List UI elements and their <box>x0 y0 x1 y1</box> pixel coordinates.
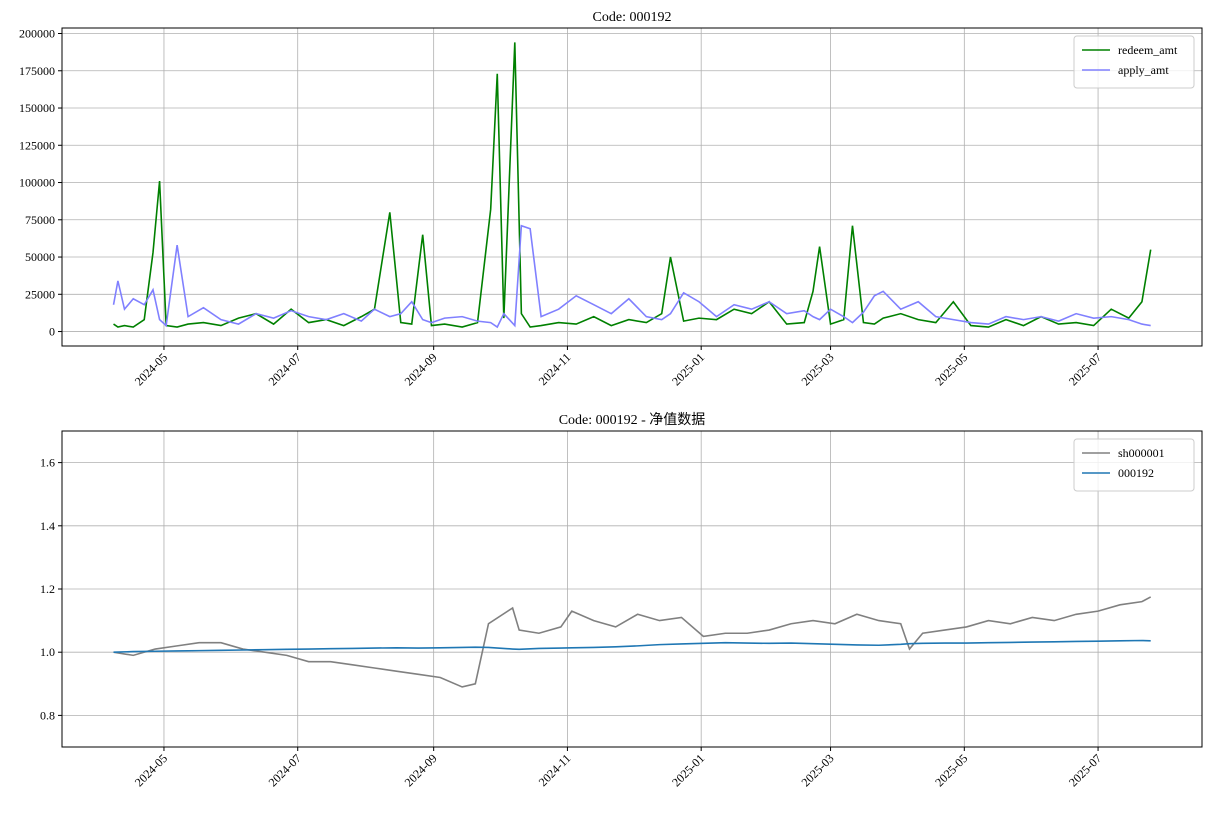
series-line <box>113 596 1152 688</box>
legend-box <box>1073 35 1195 89</box>
x-tick-label: 2024-05 <box>132 350 170 388</box>
x-tick-label: 2024-07 <box>266 751 304 789</box>
y-tick-label: 1.4 <box>40 519 55 533</box>
y-tick-label: 0.8 <box>40 708 55 722</box>
legend-label: redeem_amt <box>1118 43 1178 57</box>
x-tick-label: 2025-07 <box>1066 751 1104 789</box>
x-tick-label: 2025-03 <box>798 751 836 789</box>
y-tick-label: 1.6 <box>40 456 55 470</box>
y-tick-label: 150000 <box>19 101 55 115</box>
plot-area: 2024-05 2024-07 2024-09 2024-11 2025-01 2025-… <box>19 10 1203 388</box>
plot-area: 2024-05 2024-07 2024-09 2024-11 2025-01 2025-… <box>40 412 1203 789</box>
x-tick-label: 2025-03 <box>798 350 836 388</box>
y-tick-label: 200000 <box>19 27 55 41</box>
y-tick-label: 25000 <box>25 287 55 301</box>
chart-title: Code: 000192 <box>593 10 672 25</box>
x-tick-label: 2025-05 <box>932 751 970 789</box>
x-tick-label: 2024-11 <box>536 350 574 388</box>
axes-frame <box>61 27 1203 347</box>
legend-label: apply_amt <box>1118 63 1169 77</box>
legend-box <box>1073 438 1195 492</box>
series-line <box>113 42 1152 328</box>
x-tick-label: 2024-07 <box>266 350 304 388</box>
x-tick-label: 2024-09 <box>402 350 440 388</box>
legend: redeem_amt apply_amt <box>1073 35 1195 89</box>
y-tick-label: 100000 <box>19 176 55 190</box>
y-tick-label: 50000 <box>25 250 55 264</box>
legend: sh000001 000192 <box>1073 438 1195 492</box>
x-tick-label: 2025-01 <box>669 350 707 388</box>
series-line <box>113 639 1151 653</box>
x-tick-label: 2025-01 <box>669 751 707 789</box>
x-tick-label: 2025-05 <box>932 350 970 388</box>
chart-title: Code: 000192 - 净值数据 <box>559 412 706 428</box>
y-tick-label: 0 <box>49 325 55 339</box>
y-tick-label: 1.0 <box>40 645 55 659</box>
x-tick-label: 2024-11 <box>536 751 574 789</box>
series-line <box>112 224 1151 329</box>
y-tick-label: 75000 <box>25 213 55 227</box>
legend-label: 000192 <box>1118 466 1154 480</box>
y-tick-label: 125000 <box>19 138 55 152</box>
axes-frame <box>61 430 1203 748</box>
x-tick-label: 2025-07 <box>1066 350 1104 388</box>
legend-label: sh000001 <box>1118 446 1165 460</box>
y-tick-label: 175000 <box>19 64 55 78</box>
x-tick-label: 2024-05 <box>132 751 170 789</box>
x-tick-label: 2024-09 <box>402 751 440 789</box>
y-tick-label: 1.2 <box>40 582 55 596</box>
